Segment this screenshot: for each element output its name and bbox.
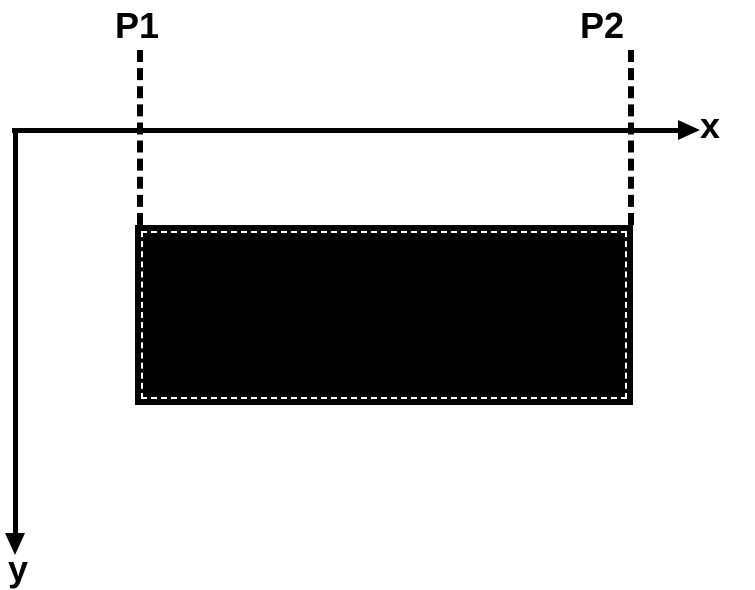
label-p1: P1 — [115, 5, 159, 47]
label-x-axis: x — [700, 105, 720, 147]
dashed-line-p2 — [628, 50, 634, 225]
x-axis-line — [12, 128, 680, 133]
diagram-container: P1 P2 x y — [0, 0, 755, 589]
filled-rectangle — [135, 225, 633, 405]
dashed-line-p1 — [137, 50, 143, 225]
rectangle-inner-border — [141, 231, 627, 399]
label-p2: P2 — [580, 5, 624, 47]
y-axis-line — [13, 128, 18, 535]
x-axis-arrowhead — [678, 120, 700, 140]
y-axis-arrowhead — [5, 533, 25, 555]
